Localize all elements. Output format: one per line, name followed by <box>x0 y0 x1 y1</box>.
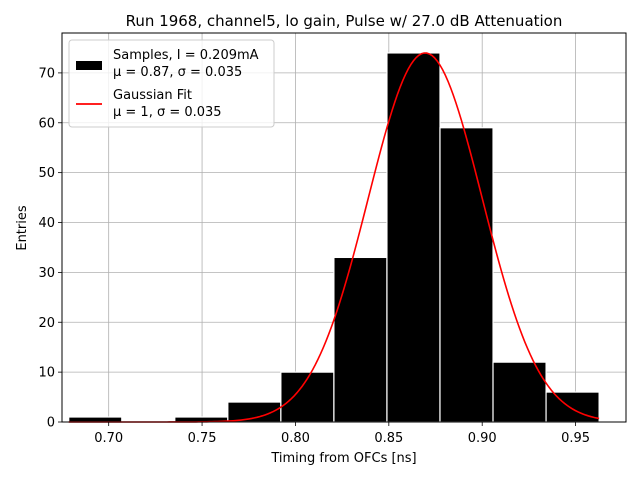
legend-samples-stats: μ = 0.87, σ = 0.035 <box>113 65 242 80</box>
x-tick-label: 0.90 <box>468 431 497 446</box>
chart-title: Run 1968, channel5, lo gain, Pulse w/ 27… <box>126 12 563 30</box>
x-axis-label: Timing from OFCs [ns] <box>270 451 416 466</box>
y-axis-label: Entries <box>15 205 30 251</box>
legend-samples-swatch <box>76 61 102 70</box>
legend-box <box>68 39 275 128</box>
histogram-bars <box>68 52 600 423</box>
histogram-bar <box>333 256 388 423</box>
histogram-bar <box>280 371 335 423</box>
legend-samples-label: Samples, I = 0.209mA <box>113 48 259 63</box>
y-tick-label: 50 <box>38 166 55 181</box>
x-axis: 0.70 0.75 0.80 0.85 0.90 0.95 <box>94 422 590 446</box>
y-tick-label: 0 <box>47 416 55 431</box>
y-tick-label: 60 <box>38 116 55 131</box>
x-tick-label: 0.70 <box>94 431 123 446</box>
x-tick-label: 0.85 <box>374 431 403 446</box>
histogram-bar <box>439 127 494 423</box>
plot-area-frame <box>61 32 627 423</box>
x-tick-label: 0.80 <box>281 431 310 446</box>
histogram-bar <box>386 52 441 423</box>
y-tick-label: 30 <box>38 266 55 281</box>
x-tick-label: 0.75 <box>188 431 217 446</box>
y-tick-label: 70 <box>38 66 55 81</box>
legend: Samples, I = 0.209mA μ = 0.87, σ = 0.035… <box>68 39 275 128</box>
y-tick-label: 40 <box>38 216 55 231</box>
y-tick-label: 20 <box>38 316 55 331</box>
legend-fit-label: Gaussian Fit <box>113 88 192 103</box>
y-tick-label: 10 <box>38 366 55 381</box>
x-tick-label: 0.95 <box>561 431 590 446</box>
legend-fit-stats: μ = 1, σ = 0.035 <box>113 105 222 120</box>
y-axis: 0 10 20 30 40 50 60 70 <box>38 66 62 431</box>
